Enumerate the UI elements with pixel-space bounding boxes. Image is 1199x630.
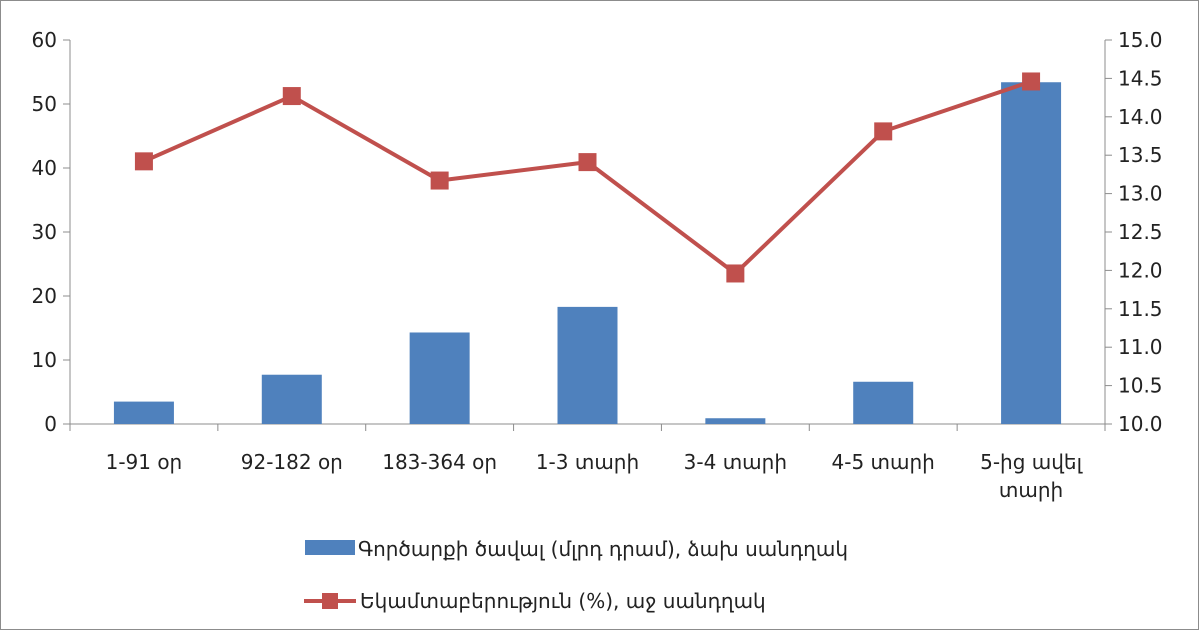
legend-bar-label: Գործարքի ծավալ (մլրդ դրամ), ձախ սանդղակ	[358, 537, 848, 561]
left-tick-label: 30	[32, 220, 57, 244]
line-point-marker	[1022, 72, 1041, 91]
right-tick-label: 14.0	[1118, 105, 1163, 129]
right-tick-label: 11.5	[1118, 297, 1163, 321]
right-tick-label: 10.0	[1118, 412, 1163, 436]
left-tick-label: 40	[32, 156, 57, 180]
right-tick-label: 15.0	[1118, 28, 1163, 52]
line-point-marker	[134, 152, 153, 171]
line-point-marker	[430, 171, 449, 190]
bar	[1001, 82, 1062, 425]
yield-line	[143, 79, 1032, 276]
line-point-marker	[578, 153, 597, 172]
right-tick-label: 11.0	[1118, 335, 1163, 359]
left-tick-label: 60	[32, 28, 57, 52]
legend-line-label: Եկամտաբերություն (%), աջ սանդղակ	[360, 589, 766, 613]
bar	[113, 401, 174, 424]
bar	[409, 332, 470, 424]
line-layer	[134, 72, 1041, 283]
bar	[261, 374, 322, 424]
legend: Գործարքի ծավալ (մլրդ դրամ), ձախ սանդղակ …	[304, 537, 848, 613]
category-label: 1-3 տարի	[536, 450, 639, 474]
left-tick-label: 50	[32, 92, 57, 116]
bar	[705, 418, 766, 424]
left-tick-label: 10	[32, 348, 57, 372]
right-tick-label: 13.5	[1118, 143, 1163, 167]
right-tick-label: 14.5	[1118, 66, 1163, 90]
bars-layer	[113, 82, 1062, 425]
line-point-marker	[874, 122, 893, 141]
category-label: 1-91 օր	[106, 450, 183, 474]
right-tick-label: 12.5	[1118, 220, 1163, 244]
right-tick-label: 10.5	[1118, 374, 1163, 398]
line-point-marker	[726, 264, 745, 283]
bar	[853, 381, 914, 424]
category-label: 5-ից ավել տարի	[980, 450, 1083, 502]
category-label: 4-5 տարի	[832, 450, 935, 474]
category-label: 183-364 օր	[382, 450, 497, 474]
category-label: 3-4 տարի	[684, 450, 787, 474]
left-tick-label: 0	[44, 412, 57, 436]
legend-line-marker	[322, 593, 338, 609]
legend-bar-swatch	[305, 540, 355, 555]
labels-layer: 0 10 20 30 40 50 60 10.0 10.5 11.0 11.5 12.0 12.5 13.…	[32, 28, 1163, 502]
right-tick-label: 12.0	[1118, 258, 1163, 282]
left-tick-label: 20	[32, 284, 57, 308]
category-label: 92-182 օր	[241, 450, 343, 474]
line-point-marker	[282, 87, 301, 106]
bar	[557, 306, 618, 424]
right-tick-label: 13.0	[1118, 182, 1163, 206]
